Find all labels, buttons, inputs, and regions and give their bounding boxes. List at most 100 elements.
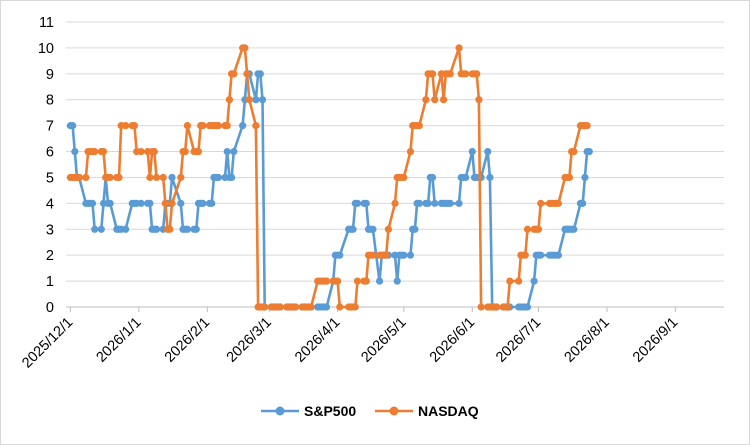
data-point xyxy=(369,225,377,233)
series-s-p500 xyxy=(66,70,593,311)
data-point xyxy=(406,147,415,156)
data-point xyxy=(554,251,562,259)
data-point xyxy=(252,122,260,130)
data-point xyxy=(152,225,161,233)
data-point xyxy=(446,70,454,78)
data-point xyxy=(150,147,158,156)
data-point xyxy=(537,199,545,207)
y-tick-label: 9 xyxy=(46,67,54,83)
data-point xyxy=(241,44,249,52)
data-point xyxy=(492,303,501,311)
data-point xyxy=(406,251,415,259)
data-point xyxy=(69,122,77,130)
data-point xyxy=(228,173,236,182)
series-layer xyxy=(66,44,593,311)
data-point xyxy=(239,122,247,130)
data-point xyxy=(362,277,370,285)
data-point xyxy=(400,251,408,259)
data-point xyxy=(521,251,529,259)
y-tick-label: 11 xyxy=(39,15,54,31)
y-tick-label: 3 xyxy=(46,222,54,238)
data-point xyxy=(393,277,401,285)
data-point xyxy=(292,303,300,311)
data-point xyxy=(146,173,154,182)
data-point xyxy=(400,173,408,182)
data-point xyxy=(91,147,99,156)
data-point xyxy=(137,147,145,156)
data-point xyxy=(333,277,342,285)
legend-entry: S&P500 xyxy=(261,403,356,419)
y-tick-label: 2 xyxy=(46,248,54,264)
data-point xyxy=(428,173,437,182)
data-point xyxy=(384,225,392,233)
data-point xyxy=(166,225,174,233)
data-point xyxy=(570,147,578,156)
data-point xyxy=(462,173,470,182)
x-axis: 2025/12/1 2026/1/1 2026/2/1 2026/3/1 2026/4/… xyxy=(19,306,724,371)
data-point xyxy=(137,199,145,207)
data-point xyxy=(223,147,231,156)
data-point xyxy=(146,199,154,207)
data-point xyxy=(177,199,185,207)
data-point xyxy=(245,96,253,104)
x-tick-label: 2026/2/1 xyxy=(162,315,213,366)
data-point xyxy=(214,122,222,130)
data-point xyxy=(468,147,476,156)
data-point xyxy=(115,173,123,182)
y-tick-label: 10 xyxy=(38,41,54,57)
x-tick-label: 2026/8/1 xyxy=(562,315,613,366)
data-point xyxy=(183,225,192,233)
data-point xyxy=(391,199,399,207)
data-point xyxy=(99,147,108,156)
data-point xyxy=(353,199,362,207)
data-point xyxy=(152,173,161,182)
data-point xyxy=(351,303,359,311)
data-point xyxy=(484,147,492,156)
x-tick-label: 2026/1/1 xyxy=(93,315,144,366)
data-point xyxy=(122,122,130,130)
data-point xyxy=(243,70,251,78)
x-tick-label: 2026/6/1 xyxy=(427,315,478,366)
data-point xyxy=(446,199,454,207)
data-point xyxy=(422,96,430,104)
data-point xyxy=(530,277,538,285)
data-point xyxy=(369,251,377,259)
data-point xyxy=(579,199,587,207)
data-point xyxy=(486,173,494,182)
y-tick-label: 5 xyxy=(46,170,54,186)
y-tick-label: 6 xyxy=(46,145,54,161)
data-point xyxy=(523,303,532,311)
data-point xyxy=(428,70,437,78)
x-tick-label: 2026/3/1 xyxy=(224,315,275,366)
data-point xyxy=(583,122,591,130)
data-point xyxy=(415,122,423,130)
data-point xyxy=(230,70,238,78)
data-point xyxy=(183,122,192,130)
data-point xyxy=(276,303,284,311)
data-point xyxy=(336,251,344,259)
data-point xyxy=(75,173,83,182)
data-point xyxy=(256,70,264,78)
data-point xyxy=(168,173,176,182)
data-point xyxy=(515,277,523,285)
y-tick-label: 8 xyxy=(46,93,54,109)
data-point xyxy=(322,303,331,311)
data-point xyxy=(473,70,481,78)
data-point xyxy=(261,303,269,311)
data-point xyxy=(585,147,593,156)
data-point xyxy=(554,199,562,207)
data-point xyxy=(431,199,439,207)
legend-marker xyxy=(389,406,399,416)
x-tick-label: 2026/4/1 xyxy=(292,315,343,366)
data-point xyxy=(362,199,370,207)
y-tick-label: 1 xyxy=(46,274,54,290)
data-point xyxy=(88,199,97,207)
data-point xyxy=(534,225,543,233)
series-line xyxy=(70,72,590,309)
data-point xyxy=(537,251,545,259)
data-point xyxy=(455,199,463,207)
data-point xyxy=(504,303,512,311)
data-point xyxy=(82,173,90,182)
data-point xyxy=(523,225,532,233)
